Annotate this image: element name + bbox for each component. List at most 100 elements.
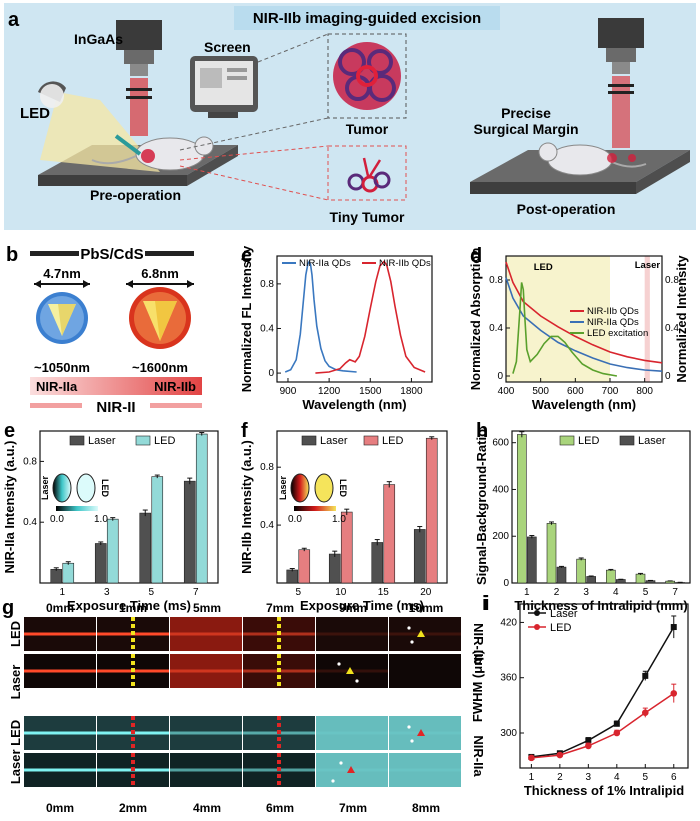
y-axis-label: Normalized FL Intensity <box>239 245 254 392</box>
x-tick-label: 500 <box>532 386 549 397</box>
plot-frame <box>520 604 688 768</box>
stage-front <box>38 175 187 186</box>
x-axis-label: Thickness of 1% Intralipid <box>524 783 684 798</box>
vessel-signal-line <box>316 633 388 636</box>
bar <box>329 554 340 583</box>
legend-swatch <box>302 436 316 445</box>
laser-image-thumb <box>291 474 309 502</box>
white-dot-marker <box>337 662 340 665</box>
x-tick-label: 1 <box>524 587 530 598</box>
bar <box>51 569 62 583</box>
legend-label: NIR-IIb QDs <box>587 306 639 317</box>
tumor-cluster-icon <box>333 42 401 110</box>
colorbar-min: 0.0 <box>50 514 64 525</box>
bar <box>606 570 615 583</box>
vessel-signal-line <box>389 633 461 636</box>
y-tick-label: 0.8 <box>23 456 37 467</box>
filter-line <box>126 88 152 91</box>
bar <box>557 567 566 583</box>
white-dot-marker <box>331 779 334 782</box>
bar <box>184 481 195 583</box>
top-thickness-label: 0mm <box>46 601 74 615</box>
band-left-label: NIR-IIa <box>36 379 78 394</box>
colorbar-max: 1.0 <box>94 514 108 525</box>
bar <box>140 513 151 583</box>
x-tick-label: 4 <box>614 772 620 783</box>
vessel-signal-line <box>24 633 96 636</box>
x-tick-label: 1800 <box>400 386 423 397</box>
bottom-thickness-label: 2mm <box>119 801 147 815</box>
post-op-label: Post-operation <box>517 201 616 217</box>
legend-label: Laser <box>638 435 666 447</box>
white-dot-marker <box>407 626 410 629</box>
y2-axis-label: Normalized Intensity <box>674 255 689 383</box>
x-tick-label: 1 <box>59 587 65 598</box>
filter-line <box>608 84 634 87</box>
y-tick-label: 0 <box>503 578 509 589</box>
panel-letter: g <box>2 597 14 619</box>
bar <box>287 570 298 583</box>
x-tick-label: 2 <box>554 587 560 598</box>
image-tile <box>389 654 461 688</box>
x-tick-label: 10 <box>335 587 347 598</box>
legend-swatch <box>560 436 574 445</box>
colorbar <box>294 506 336 511</box>
bottom-thickness-label: 6mm <box>266 801 294 815</box>
data-point <box>671 624 677 630</box>
side-label-nir-iia: NIR-IIa <box>471 735 486 777</box>
x-tick-label: 5 <box>295 587 301 598</box>
y-axis-label: NIR-IIa Intensity (a.u.) <box>2 441 17 574</box>
bar <box>372 542 383 583</box>
panel-a: a NIR-IIb imaging-guided excision LED In… <box>4 3 696 230</box>
x-tick-label: 3 <box>104 587 110 598</box>
tumor-label: Tumor <box>346 121 389 137</box>
bar <box>107 519 118 583</box>
legend-swatch <box>364 436 378 445</box>
x-tick-label: 7 <box>193 587 199 598</box>
data-point <box>528 755 535 762</box>
white-dot-marker <box>410 739 413 742</box>
led-label: LED <box>20 105 50 122</box>
ingaas-label: InGaAs <box>74 31 123 47</box>
stage-front <box>470 182 636 194</box>
annotation-led: LED <box>534 262 553 273</box>
bar <box>196 434 207 583</box>
filter-line <box>126 96 152 99</box>
x-tick-label: 400 <box>498 386 515 397</box>
y-tick-label: 400 <box>492 484 509 495</box>
pbs-cds-title: PbS/CdS <box>80 246 143 263</box>
panel-letter-i: i <box>482 593 488 615</box>
x-axis-label: Wavelength (nm) <box>532 397 636 412</box>
bar <box>547 523 556 583</box>
vessel-signal-line <box>389 732 461 735</box>
bar <box>95 543 106 583</box>
y-axis-label: Signal-Background-Ratio <box>474 429 489 585</box>
led-image-thumb <box>77 474 95 502</box>
shaded-region-laser <box>645 256 650 382</box>
data-point <box>585 743 592 750</box>
y-tick-label: 0 <box>268 368 274 379</box>
legend-label: Laser <box>550 608 578 620</box>
x-tick-label: 3 <box>583 587 589 598</box>
legend-label: LED <box>154 435 175 447</box>
row-label: Laser <box>8 665 23 700</box>
series-line-2 <box>531 693 673 758</box>
banner-title: NIR-IIb imaging-guided excision <box>253 10 481 27</box>
x-tick-label: 1200 <box>318 386 341 397</box>
y-axis-label: Normalized Absorption <box>468 248 483 391</box>
screen-label: Screen <box>204 39 251 55</box>
size-large-label: 6.8nm <box>141 266 179 281</box>
bar <box>152 477 163 583</box>
plot-frame <box>512 431 690 583</box>
data-point <box>614 721 620 727</box>
vessel-signal-line <box>170 633 242 636</box>
x-tick-label: 1 <box>529 772 535 783</box>
bar <box>426 438 437 583</box>
x-tick-label: 5 <box>148 587 154 598</box>
bar <box>587 576 596 583</box>
y-tick-label: 0.4 <box>23 517 37 528</box>
